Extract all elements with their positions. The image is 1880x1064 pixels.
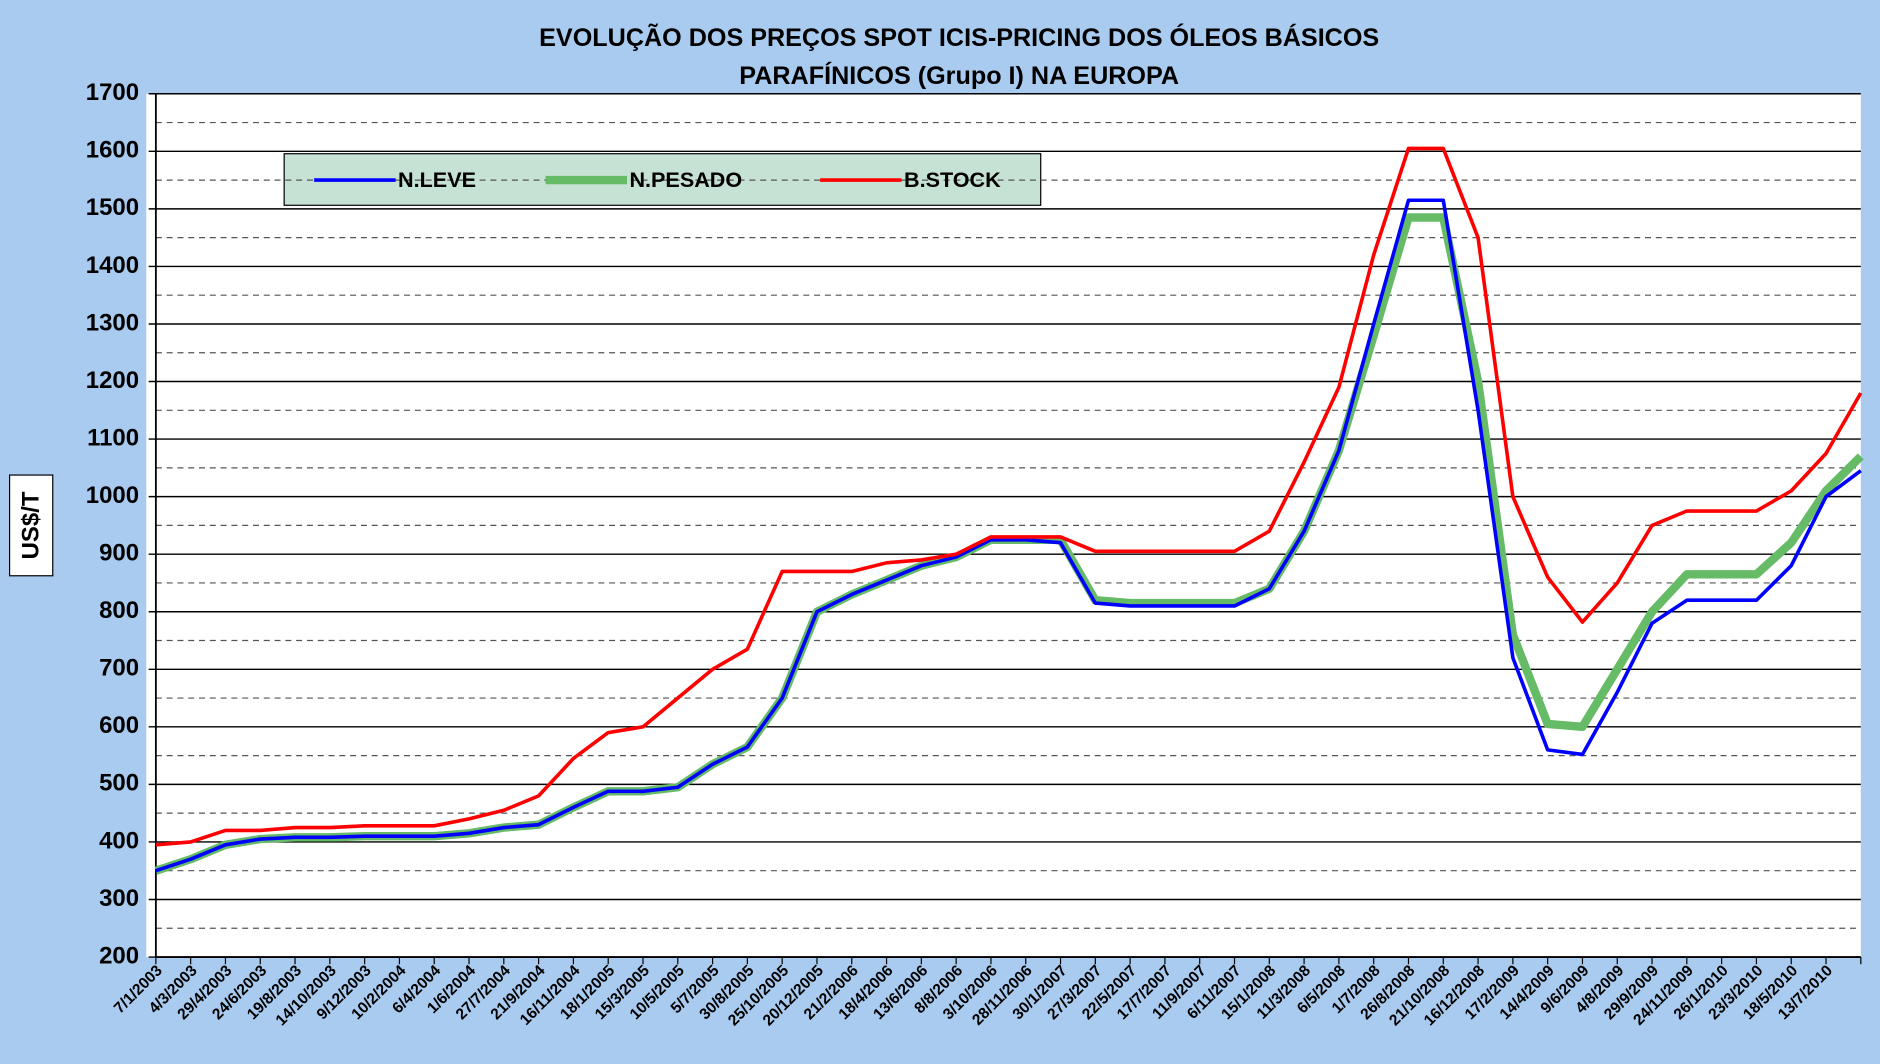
y-label-box: [8, 474, 54, 577]
y-tick-label: 700: [99, 655, 139, 682]
y-tick-label: 300: [99, 885, 139, 912]
series-line: [155, 146, 1863, 847]
y-tick-label: 1200: [86, 367, 139, 394]
y-tick-label: 400: [99, 827, 139, 854]
y-tick-label: 900: [99, 540, 139, 567]
y-axis-label: US$/T: [18, 491, 45, 559]
y-tick-label: 200: [99, 942, 139, 969]
y-tick-label: 500: [99, 770, 139, 797]
y-tick-label: 1300: [86, 309, 139, 336]
y-tick-label: 1600: [86, 137, 139, 164]
y-tick-label: 1700: [86, 79, 139, 106]
y-tick-label: 1400: [86, 252, 139, 279]
legend-label: N.LEVE: [398, 167, 476, 192]
legend-label: B.STOCK: [904, 167, 1001, 192]
y-tick-label: 600: [99, 712, 139, 739]
y-tick-label: 1000: [86, 482, 139, 509]
series-line: [155, 198, 1862, 873]
chart-title: EVOLUÇÃO DOS PREÇOS SPOT ICIS-PRICING DO…: [539, 22, 1379, 52]
y-tick-label: 800: [99, 597, 139, 624]
y-tick-label: 1100: [87, 424, 139, 451]
y-tick-label: 1500: [86, 194, 139, 221]
legend-label: N.PESADO: [629, 167, 742, 192]
chart-title: PARAFÍNICOS (Grupo I) NA EUROPA: [739, 61, 1179, 90]
